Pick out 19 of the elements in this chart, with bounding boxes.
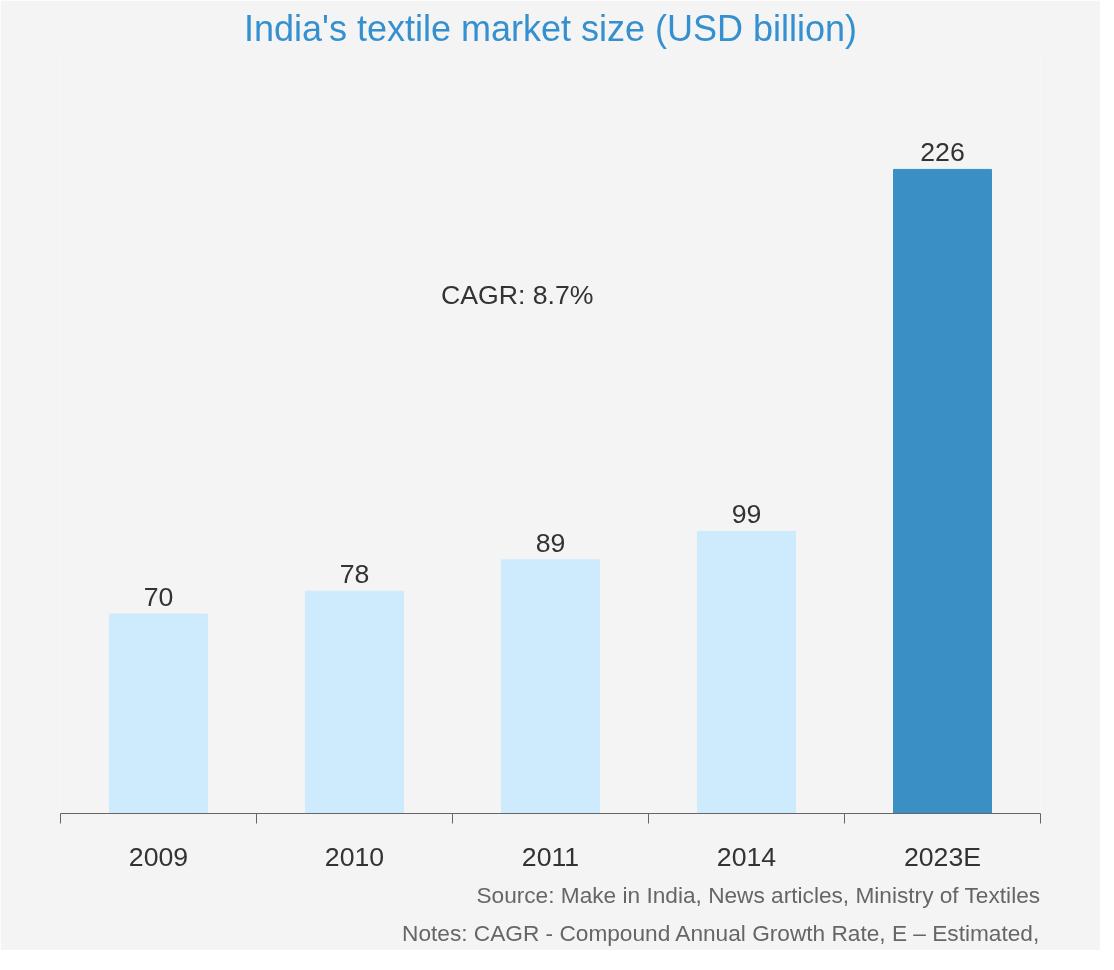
x-tick-label: 2009	[128, 841, 189, 872]
x-tick-label: 2014	[716, 841, 777, 872]
data-label: 99	[731, 499, 762, 530]
bar	[697, 530, 796, 814]
bar	[501, 559, 600, 814]
data-label: 89	[535, 527, 566, 558]
data-label: 70	[143, 582, 174, 613]
bar	[305, 590, 404, 814]
bar	[893, 168, 992, 814]
data-label: 78	[339, 559, 370, 590]
data-label: 226	[920, 137, 965, 168]
annotation: CAGR: 8.7%	[440, 279, 594, 310]
bar	[109, 613, 208, 814]
source-note: Source: Make in India, News articles, Ministry of Textiles	[476, 881, 1041, 908]
x-tick-label: 2011	[521, 841, 580, 872]
x-tick-label: 2023E	[903, 841, 982, 872]
text: Notes: CAGR - Compound Annual Growth Rate, E – Estimated,	[402, 919, 1040, 946]
x-tick-label: 2010	[324, 841, 385, 872]
chart-title: India's textile market size (USD billion)	[243, 7, 858, 49]
